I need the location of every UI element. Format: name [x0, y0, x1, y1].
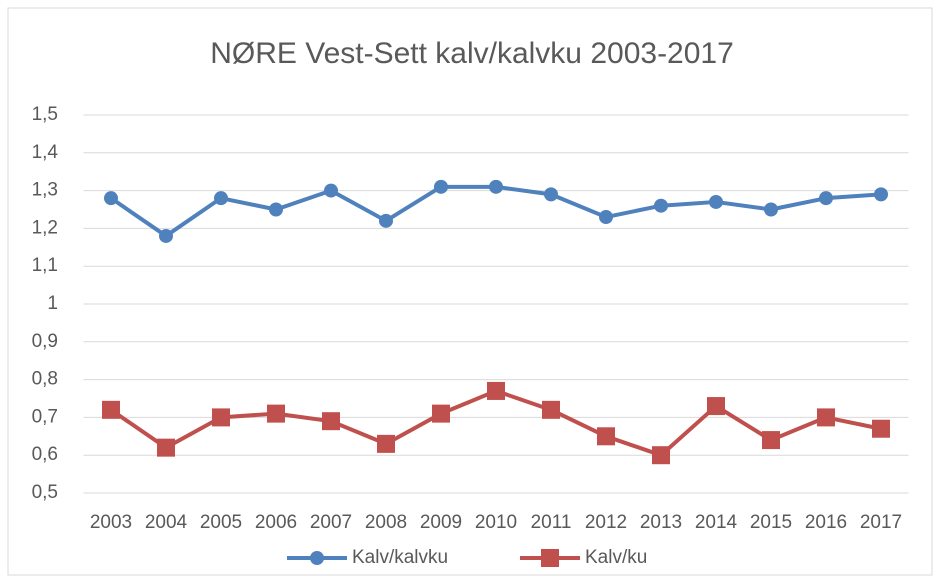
marker	[764, 202, 778, 217]
x-tick-label: 2004	[145, 512, 188, 533]
y-tick-label: 0,5	[32, 482, 58, 503]
marker	[379, 213, 393, 228]
marker	[102, 400, 120, 419]
marker	[874, 187, 888, 202]
marker	[709, 194, 723, 209]
x-tick-label: 2006	[255, 512, 297, 533]
legend-label: Kalv/kalvku	[352, 547, 448, 568]
x-tick-label: 2013	[640, 512, 682, 533]
chart-frame	[7, 7, 933, 576]
marker	[434, 179, 448, 194]
x-tick-label: 2012	[585, 512, 627, 533]
x-tick-label: 2014	[695, 512, 738, 533]
legend-marker	[310, 551, 324, 565]
x-tick-label: 2017	[860, 512, 902, 533]
y-tick-label: 0,8	[32, 369, 58, 390]
y-tick-label: 0,6	[32, 444, 58, 465]
marker	[212, 408, 230, 427]
marker	[872, 419, 890, 438]
legend-label: Kalv/ku	[585, 547, 647, 568]
marker	[487, 381, 505, 400]
y-tick-label: 1,2	[32, 217, 58, 238]
x-tick-label: 2005	[200, 512, 242, 533]
marker	[489, 179, 503, 194]
x-tick-label: 2009	[420, 512, 462, 533]
x-tick-label: 2007	[310, 512, 352, 533]
marker	[159, 228, 173, 243]
y-tick-label: 1,1	[32, 255, 58, 276]
y-tick-label: 0,7	[32, 406, 58, 427]
y-tick-label: 0,9	[32, 331, 58, 352]
marker	[707, 397, 725, 416]
marker	[267, 404, 285, 423]
marker	[432, 404, 450, 423]
y-tick-label: 1	[47, 293, 58, 314]
marker	[542, 400, 560, 419]
x-tick-label: 2015	[750, 512, 792, 533]
marker	[269, 202, 283, 217]
marker	[599, 210, 613, 225]
x-tick-label: 2010	[475, 512, 517, 533]
x-tick-label: 2003	[90, 512, 132, 533]
y-tick-label: 1,5	[32, 104, 58, 125]
marker	[817, 408, 835, 427]
marker	[819, 191, 833, 206]
marker	[104, 191, 118, 206]
marker	[654, 198, 668, 213]
marker	[544, 187, 558, 202]
marker	[377, 434, 395, 453]
marker	[214, 191, 228, 206]
chart-title: NØRE Vest-Sett kalv/kalvku 2003-2017	[210, 37, 734, 70]
x-tick-label: 2008	[365, 512, 407, 533]
marker	[322, 412, 340, 431]
x-tick-label: 2011	[531, 512, 572, 533]
y-tick-label: 1,4	[32, 142, 59, 163]
marker	[762, 431, 780, 450]
marker	[157, 438, 175, 457]
x-tick-label: 2016	[805, 512, 847, 533]
y-tick-label: 1,3	[32, 180, 58, 201]
marker	[324, 183, 338, 198]
marker	[597, 427, 615, 446]
marker	[652, 446, 670, 465]
legend-marker	[541, 549, 559, 567]
